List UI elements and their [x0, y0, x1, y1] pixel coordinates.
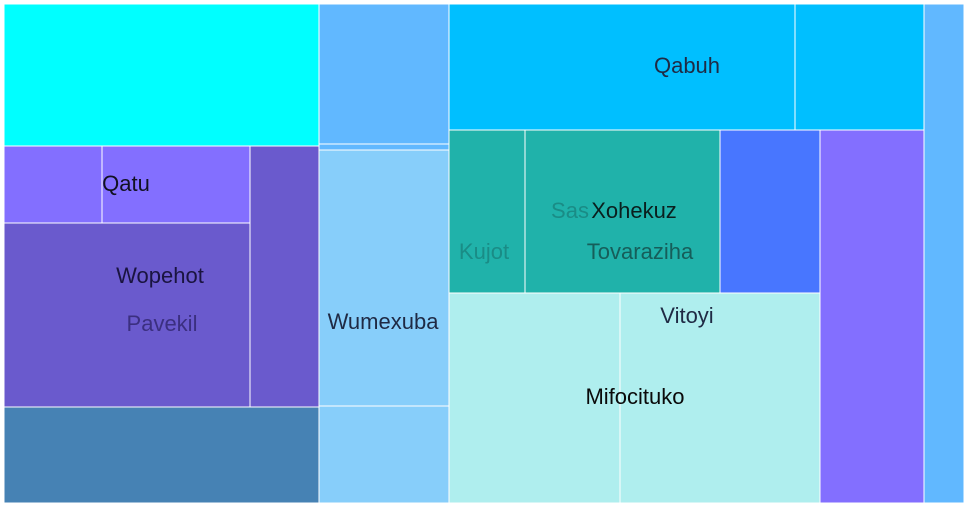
treemap-tile-vitoyi [619, 292, 821, 504]
treemap-tile-qabuh [448, 3, 796, 131]
treemap-tile-qatu [101, 145, 251, 224]
treemap-tile-tile-5 [923, 3, 965, 504]
treemap-tile-tile-11 [3, 406, 320, 504]
treemap-tile-tile-18 [719, 129, 821, 294]
treemap-tile-xohekuz [524, 129, 721, 294]
treemap-label-wopehot: Wopehot [116, 263, 204, 288]
treemap-label-qatu: Qatu [102, 171, 150, 196]
treemap-label-wumexuba: Wumexuba [328, 309, 440, 334]
treemap-label-mifocituko: Mifocituko [585, 384, 684, 409]
treemap-tile-kujot [448, 129, 526, 294]
treemap-label-kujot: Kujot [459, 239, 509, 264]
treemap-label-tovaraziha: Tovaraziha [587, 239, 694, 264]
treemap-tile-wopehot [3, 222, 251, 408]
treemap-label-qabuh: Qabuh [654, 53, 720, 78]
treemap-tile-tile-2 [318, 143, 450, 151]
treemap-label-pavekil: Pavekil [127, 311, 198, 336]
treemap-tile-wumexuba [318, 149, 450, 407]
treemap-tile-tile-4 [794, 3, 925, 131]
treemap-label-sas: Sas [551, 198, 589, 223]
treemap-tile-tile-13 [318, 405, 450, 504]
treemap-tile-tile-6 [3, 145, 103, 224]
treemap-label-vitoyi: Vitoyi [660, 303, 713, 328]
treemap-label-xohekuz: Xohekuz [591, 198, 677, 223]
treemap-tile-tile-1 [318, 3, 450, 145]
treemap-tile-tile-8 [249, 145, 320, 408]
treemap-tile-mifocituko [448, 292, 621, 504]
treemap-tile-tile-0 [3, 3, 320, 147]
treemap-tile-tile-19 [819, 129, 925, 504]
